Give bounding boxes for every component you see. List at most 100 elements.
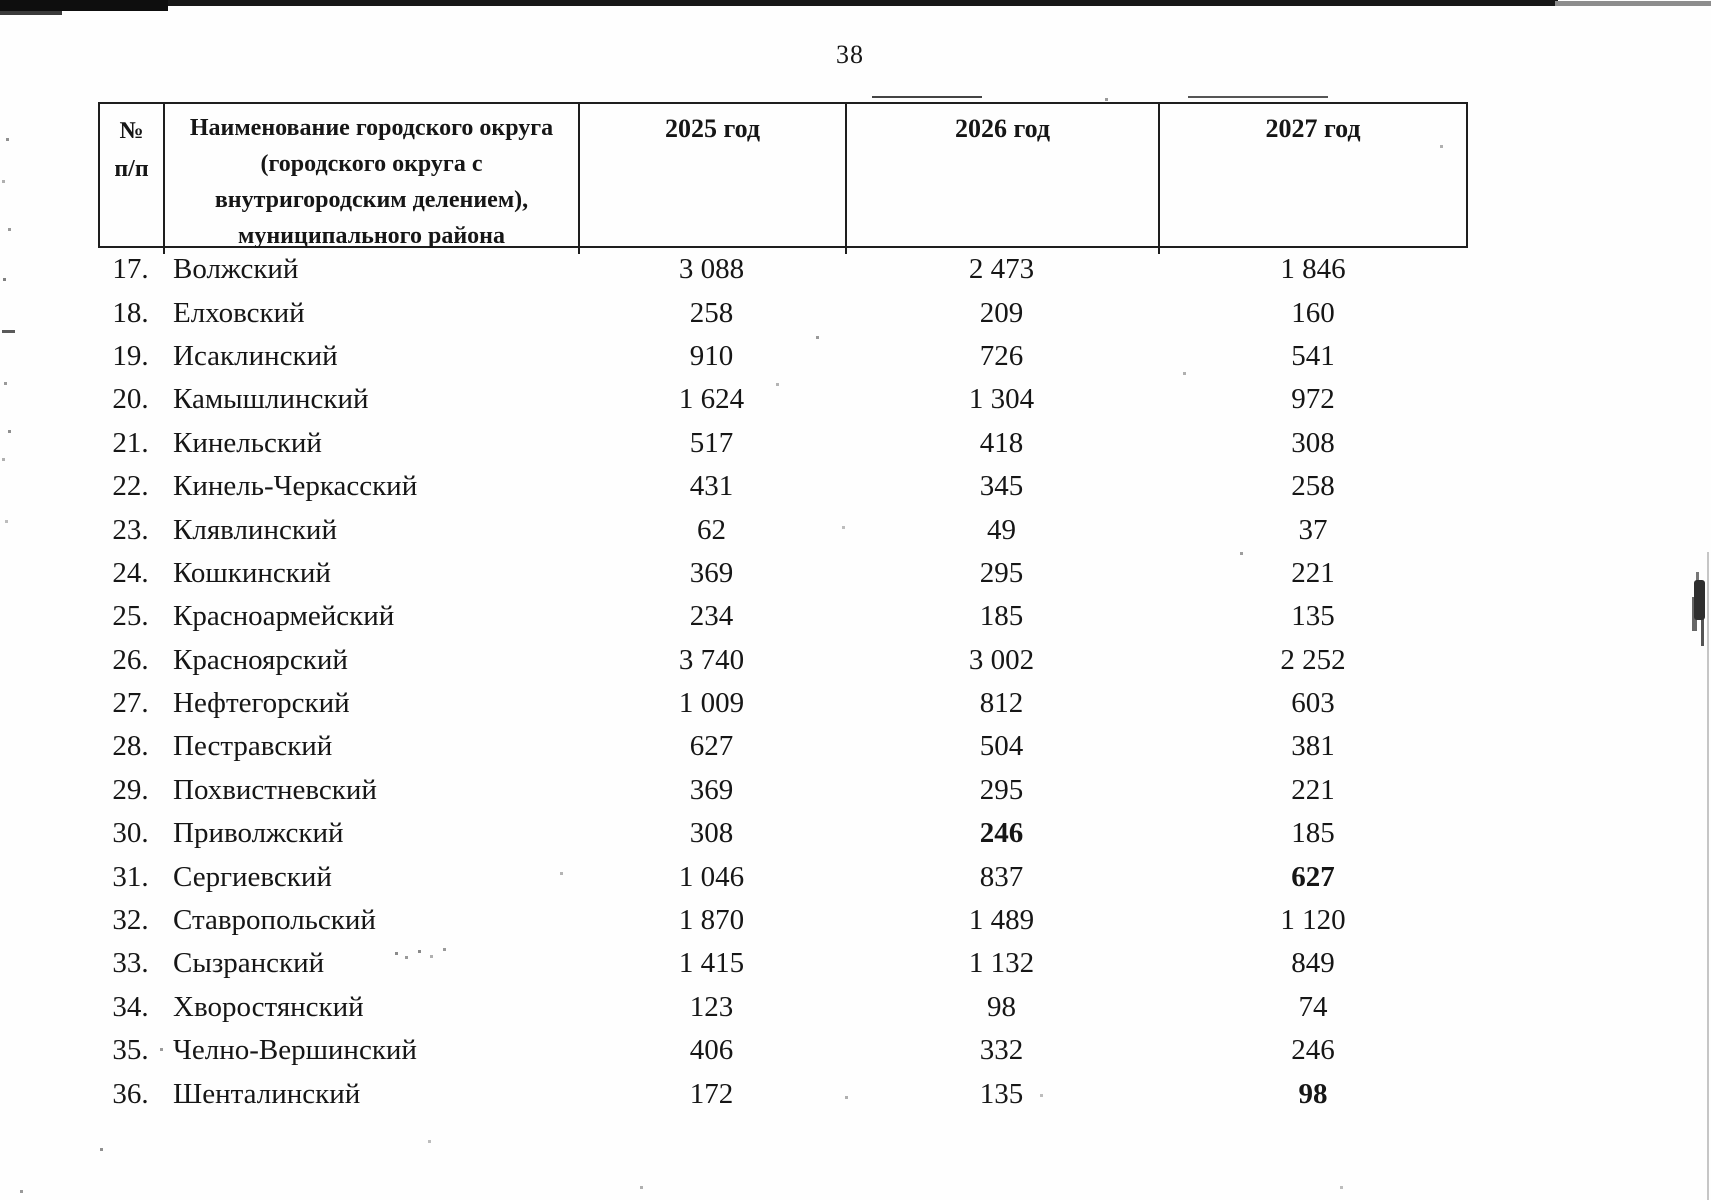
- row-name: Волжский: [173, 253, 299, 286]
- cell-2026: 1 489: [968, 904, 1035, 937]
- cell-2026: 726: [979, 339, 1024, 372]
- table-row: 33. Сызранский 1 415 1 132 849: [98, 942, 1468, 985]
- row-number: 33.: [112, 947, 149, 980]
- row-number: 29.: [112, 773, 149, 806]
- cell-2025: 1 870: [678, 904, 745, 937]
- row-name: Сергиевский: [173, 860, 332, 893]
- cell-2026: 49: [987, 513, 1016, 546]
- row-name: Хворостянский: [173, 990, 364, 1023]
- row-name: Челно-Вершинский: [173, 1034, 417, 1067]
- cell-2025: 3 740: [678, 643, 745, 676]
- cell-2025: 3 088: [678, 253, 745, 286]
- row-number: 31.: [112, 860, 149, 893]
- cell-2026: 185: [979, 600, 1024, 633]
- scan-artifact-top-band: [168, 0, 1558, 6]
- header-name-column: Наименование городского округа (городско…: [165, 104, 580, 254]
- header-year-2025: 2025 год: [580, 104, 847, 254]
- cell-2025: 369: [689, 556, 734, 589]
- cell-2027: 603: [1291, 687, 1335, 720]
- row-name: Елховский: [173, 296, 305, 329]
- cell-2026: 295: [979, 773, 1024, 806]
- cell-2027: 972: [1291, 383, 1335, 416]
- row-number: 18.: [112, 296, 149, 329]
- cell-2025: 308: [689, 817, 734, 850]
- row-number: 23.: [112, 513, 149, 546]
- cell-2025: 62: [697, 513, 726, 546]
- header-name-line: Наименование городского округа: [189, 115, 554, 141]
- row-name: Пестравский: [173, 730, 333, 763]
- row-name: Похвистневский: [173, 773, 377, 806]
- cell-2025: 627: [689, 730, 734, 763]
- cell-2027: 98: [1298, 1077, 1328, 1110]
- table-row: 18. Елховский 258 209 160: [98, 291, 1468, 334]
- cell-2025: 234: [689, 600, 734, 633]
- cell-2026: 504: [979, 730, 1024, 763]
- table-row: 27. Нефтегорский 1 009 812 603: [98, 682, 1468, 725]
- cell-2027: 37: [1298, 513, 1328, 546]
- cell-2026: 332: [979, 1034, 1024, 1067]
- header-num-line1: №: [119, 118, 144, 144]
- cell-2025: 1 624: [678, 383, 745, 416]
- row-number: 22.: [112, 470, 149, 503]
- row-name: Красноармейский: [173, 600, 395, 633]
- row-name: Приволжский: [173, 817, 344, 850]
- table-row: 20. Камышлинский 1 624 1 304 972: [98, 378, 1468, 421]
- row-name: Кинельский: [173, 426, 322, 459]
- row-name: Шенталинский: [173, 1077, 361, 1110]
- cell-2027: 246: [1291, 1034, 1335, 1067]
- cell-2027: 308: [1291, 426, 1335, 459]
- table-row: 26. Красноярский 3 740 3 002 2 252: [98, 639, 1468, 682]
- table-body: 17. Волжский 3 088 2 473 1 846 18. Елхов…: [98, 248, 1468, 1116]
- table-row: 29. Похвистневский 369 295 221: [98, 769, 1468, 812]
- cell-2027: 221: [1291, 556, 1335, 589]
- cell-2027: 2 252: [1280, 643, 1346, 676]
- cell-2026: 246: [979, 817, 1024, 850]
- header-num-column: № п/п: [100, 104, 165, 254]
- header-name-line: (городского округа с: [260, 151, 483, 177]
- cell-2026: 98: [987, 990, 1016, 1023]
- cell-2027: 381: [1291, 730, 1335, 763]
- row-name: Кинель-Черкасский: [173, 470, 418, 503]
- row-name: Исаклинский: [173, 339, 338, 372]
- cell-2025: 123: [689, 990, 734, 1023]
- cell-2027: 1 120: [1280, 904, 1346, 937]
- row-name: Сызранский: [173, 947, 325, 980]
- table-row: 24. Кошкинский 369 295 221: [98, 552, 1468, 595]
- cell-2027: 849: [1291, 947, 1335, 980]
- scan-artifact-dash: [872, 96, 982, 98]
- row-number: 17.: [112, 253, 149, 286]
- table-row: 34. Хворостянский 123 98 74: [98, 986, 1468, 1029]
- row-number: 36.: [112, 1077, 149, 1110]
- cell-2026: 295: [979, 556, 1024, 589]
- cell-2026: 3 002: [968, 643, 1035, 676]
- cell-2026: 418: [979, 426, 1024, 459]
- table-header: № п/п Наименование городского округа (го…: [98, 102, 1468, 254]
- row-number: 20.: [112, 383, 149, 416]
- scan-artifact-dash: [1188, 96, 1328, 98]
- cell-2025: 910: [689, 339, 734, 372]
- table-row: 36. Шенталинский 172 135 98: [98, 1072, 1468, 1115]
- cell-2027: 135: [1291, 600, 1335, 633]
- cell-2025: 1 046: [678, 860, 745, 893]
- row-number: 27.: [112, 687, 149, 720]
- row-name: Красноярский: [173, 643, 348, 676]
- cell-2025: 172: [689, 1077, 734, 1110]
- cell-2027: 258: [1291, 470, 1335, 503]
- cell-2027: 627: [1291, 860, 1335, 893]
- scan-artifact-top-band: [0, 0, 168, 11]
- cell-2027: 1 846: [1280, 253, 1346, 286]
- scan-artifact-top-band: [1555, 1, 1711, 6]
- scan-artifact-blob: [1694, 580, 1705, 620]
- page-number: 38: [836, 40, 864, 69]
- row-name: Нефтегорский: [173, 687, 350, 720]
- cell-2026: 1 304: [968, 383, 1035, 416]
- header-year-2027: 2027 год: [1265, 114, 1361, 143]
- header-year-2026: 2026 год: [847, 104, 1160, 254]
- table-row: 35. Челно-Вершинский 406 332 246: [98, 1029, 1468, 1072]
- cell-2027: 541: [1291, 339, 1335, 372]
- header-name-line: внутригородским делением),: [214, 187, 529, 213]
- row-number: 32.: [112, 904, 149, 937]
- row-number: 30.: [112, 817, 149, 850]
- row-number: 34.: [112, 990, 149, 1023]
- table-row: 25. Красноармейский 234 185 135: [98, 595, 1468, 638]
